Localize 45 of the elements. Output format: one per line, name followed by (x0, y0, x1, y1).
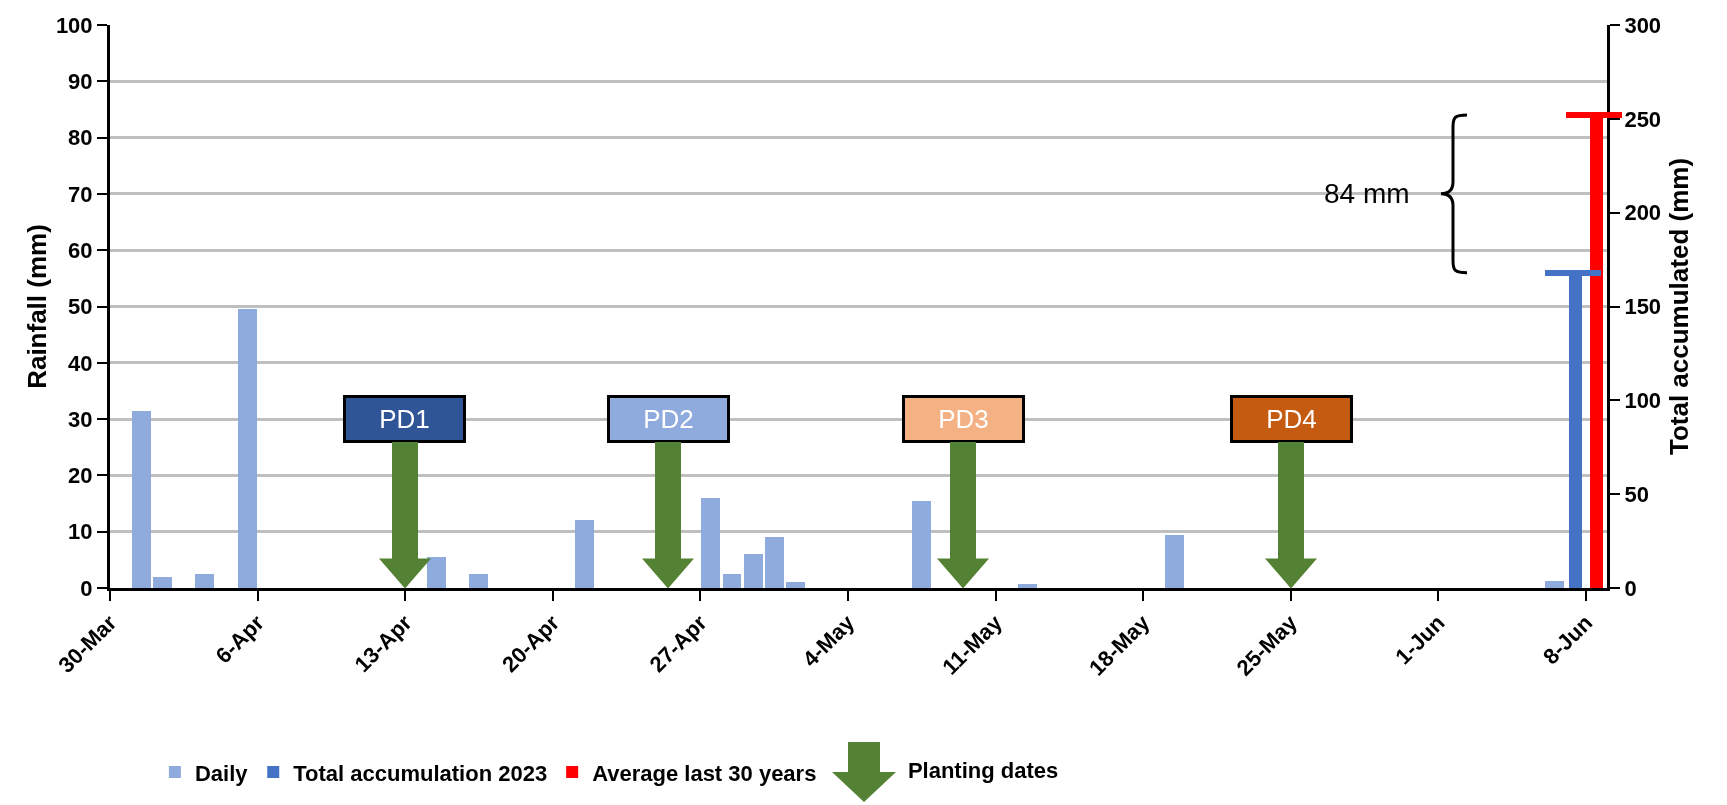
bar (765, 537, 784, 588)
y2-tick-label: 200 (1624, 200, 1662, 226)
bar (469, 574, 488, 588)
y-tick-label: 70 (68, 181, 93, 207)
bar (786, 582, 805, 588)
bar (912, 501, 931, 588)
bar (238, 309, 257, 588)
y2-tick-label: 0 (1624, 575, 1637, 601)
y2-tick-label: 250 (1624, 106, 1662, 132)
y2-tick-label: 50 (1624, 481, 1649, 507)
annotation: PD1 (379, 404, 430, 434)
y-tick-label: 100 (55, 12, 93, 38)
bar (701, 498, 720, 588)
y-tick-label: 50 (68, 294, 93, 320)
annotation: 84 mm (1324, 178, 1410, 209)
bar (427, 557, 446, 588)
y-tick-label: 10 (68, 519, 93, 545)
annotation: PD4 (1266, 404, 1317, 434)
bar (132, 411, 151, 588)
y-tick-label: 0 (80, 575, 93, 601)
y2-tick-label: 150 (1624, 294, 1662, 320)
y-tick-label: 80 (68, 125, 93, 151)
y-tick-label: 60 (68, 237, 93, 263)
y-tick-label: 90 (68, 69, 93, 94)
bar (744, 554, 763, 588)
bar (1018, 584, 1037, 588)
annotation: PD2 (643, 404, 694, 434)
y-tick-label: 20 (68, 463, 93, 489)
bar (723, 574, 741, 588)
legend-label: Daily (194, 760, 249, 786)
bar (1165, 535, 1184, 588)
y2-axis-title: Total accumulated (mm) (1663, 157, 1694, 456)
y2-tick-label: 100 (1624, 388, 1662, 414)
bar (153, 577, 172, 588)
bar (195, 574, 214, 588)
legend-label: Average last 30 years (592, 760, 817, 786)
y-tick-label: 30 (68, 406, 93, 432)
y-axis-title: Rainfall (mm) (22, 224, 52, 389)
legend-label: Total accumulation 2023 (293, 760, 548, 786)
annotation: PD3 (938, 404, 989, 434)
bar (575, 520, 594, 588)
text: Planting dates (907, 758, 1059, 785)
bar (1545, 581, 1564, 588)
y-tick-label: 40 (68, 350, 93, 376)
y2-tick-label: 300 (1624, 12, 1662, 38)
